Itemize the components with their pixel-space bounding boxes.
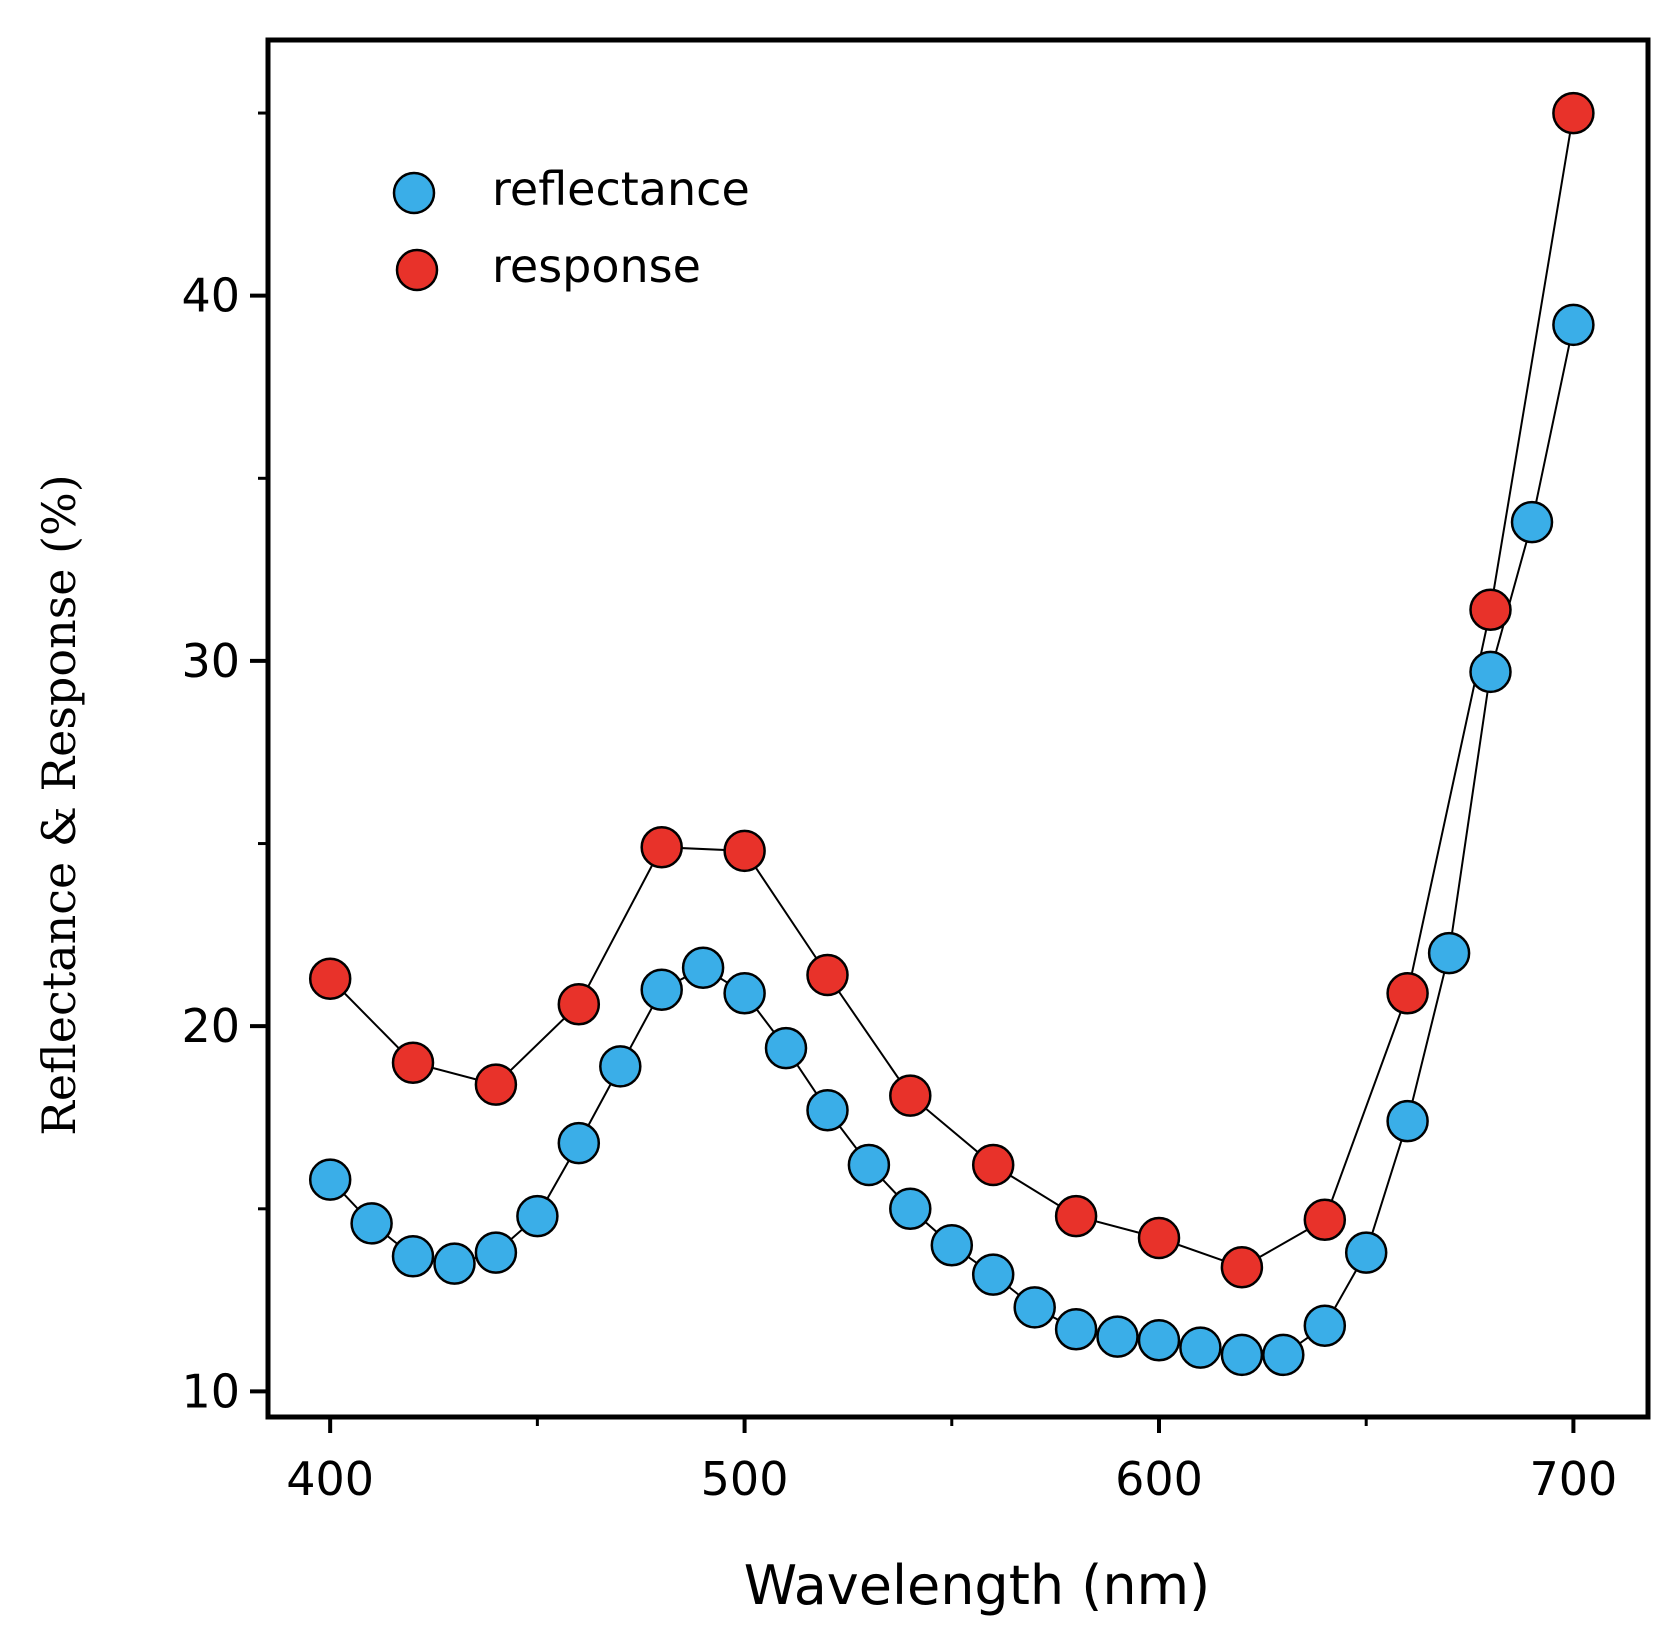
data-point-reflectance — [557, 1121, 601, 1165]
series-line-response — [329, 112, 1575, 1269]
data-point-reflectance — [1427, 931, 1471, 975]
plot-frame — [265, 37, 1651, 1420]
data-point-reflectance — [1179, 1326, 1222, 1369]
data-point-response — [391, 1041, 435, 1084]
data-point-reflectance — [764, 1026, 808, 1070]
legend-marker-response — [395, 248, 439, 292]
data-point-reflectance — [806, 1088, 849, 1132]
data-point-reflectance — [681, 946, 725, 989]
data-point-response — [889, 1074, 932, 1117]
data-point-reflectance — [391, 1235, 435, 1278]
data-point-reflectance — [1510, 500, 1554, 544]
data-point-response — [1137, 1216, 1181, 1260]
data-point-response — [1552, 91, 1595, 135]
data-point-response — [1303, 1198, 1347, 1242]
x-axis-label: Wavelength (nm) — [744, 1554, 1210, 1617]
data-point-reflectance — [1013, 1286, 1056, 1329]
data-point-response — [557, 983, 601, 1026]
data-point-reflectance — [930, 1224, 974, 1267]
data-point-reflectance — [516, 1194, 559, 1238]
data-point-reflectance — [1096, 1315, 1139, 1358]
legend-label-response: response — [492, 239, 701, 293]
y-axis: 10 20 30 40 — [181, 111, 268, 1418]
x-tick-label: 600 — [1115, 1452, 1203, 1506]
data-point-reflectance — [1262, 1333, 1305, 1377]
y-axis-label: Reflectance & Response (%) — [32, 474, 86, 1136]
x-tick-label: 700 — [1529, 1452, 1617, 1506]
x-tick-label: 400 — [286, 1452, 374, 1506]
data-point-response — [723, 829, 766, 873]
data-point-reflectance — [308, 1158, 352, 1201]
legend-item-response: response — [395, 239, 701, 293]
legend-marker-reflectance — [392, 171, 436, 215]
data-point-reflectance — [1344, 1231, 1388, 1274]
data-point-reflectance — [971, 1253, 1015, 1296]
data-point-reflectance — [474, 1231, 518, 1274]
data-point-reflectance — [1220, 1333, 1264, 1377]
data-point-reflectance — [640, 968, 683, 1011]
data-point-reflectance — [1469, 650, 1512, 694]
data-point-reflectance — [847, 1143, 891, 1187]
data-point-response — [971, 1143, 1015, 1187]
x-tick-label: 500 — [701, 1452, 789, 1506]
data-point-response — [1220, 1245, 1264, 1289]
data-point-reflectance — [889, 1187, 932, 1231]
data-point-response — [308, 957, 352, 1000]
data-point-reflectance — [1303, 1304, 1347, 1347]
data-point-reflectance — [350, 1202, 393, 1245]
x-axis: 400 500 600 700 — [286, 1417, 1617, 1506]
legend: reflectance response — [392, 162, 750, 293]
y-tick-label: 30 — [181, 634, 240, 688]
data-point-response — [1386, 972, 1429, 1015]
data-point-reflectance — [1386, 1099, 1429, 1143]
data-point-reflectance — [1137, 1319, 1181, 1362]
data-point-reflectance — [1054, 1308, 1098, 1351]
y-tick-label: 40 — [181, 269, 240, 323]
data-point-response — [1469, 588, 1512, 632]
series-markers — [308, 91, 1595, 1377]
legend-label-reflectance: reflectance — [492, 162, 750, 216]
y-tick-label: 20 — [181, 999, 240, 1053]
data-point-response — [1054, 1194, 1098, 1238]
data-point-reflectance — [723, 972, 766, 1015]
data-point-reflectance — [599, 1045, 642, 1088]
legend-item-reflectance: reflectance — [392, 162, 750, 216]
data-point-response — [640, 825, 683, 869]
data-point-reflectance — [433, 1242, 476, 1285]
data-point-response — [806, 953, 849, 997]
data-point-response — [474, 1063, 518, 1106]
data-point-reflectance — [1552, 303, 1595, 347]
y-tick-label: 10 — [181, 1364, 240, 1418]
